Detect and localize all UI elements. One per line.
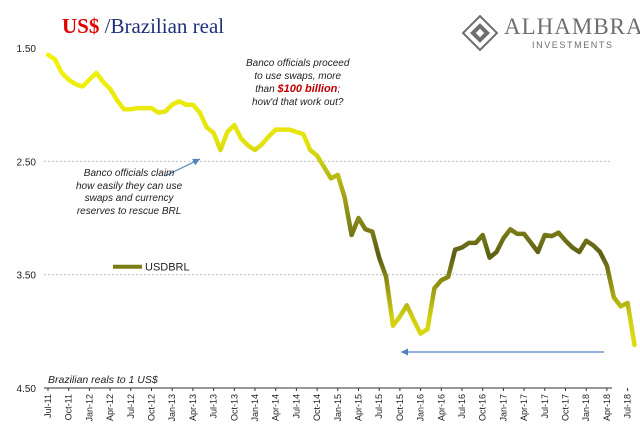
x-tick-label: Oct-11 [64, 394, 74, 420]
x-tick-label: Jan-16 [416, 394, 426, 422]
y-tick-label: 4.50 [17, 384, 37, 395]
y-tick-label: 1.50 [17, 44, 37, 55]
x-tick-label: Apr-18 [602, 394, 612, 421]
x-tick-label: Jul-18 [623, 394, 633, 419]
x-tick-label: Jan-13 [167, 394, 177, 422]
x-tick-label: Jul-11 [43, 394, 53, 418]
annotation-claim-line2: how easily they can use [76, 180, 183, 192]
x-tick-label: Apr-13 [188, 394, 198, 421]
x-tick-label: Apr-15 [354, 394, 364, 421]
level-compare-arrow-head [401, 348, 408, 356]
annotation-claim-line3: swaps and currency [84, 193, 174, 204]
annotation-claim-arrow-head [192, 158, 200, 166]
legend-label: USDBRL [145, 262, 190, 274]
x-tick-label: Apr-16 [436, 394, 446, 421]
x-tick-label: Jul-15 [374, 394, 384, 419]
annotation-claim-line1: Banco officials claim [83, 168, 175, 179]
title-currency: US$ [62, 14, 100, 38]
x-tick-label: Oct-16 [478, 394, 488, 421]
x-tick-label: Jul-13 [209, 394, 219, 419]
x-tick-label: Jan-12 [84, 394, 94, 422]
annotation-swaps: Banco officials proceed to use swaps, mo… [246, 58, 349, 109]
x-tick-label: Jul-17 [540, 394, 550, 419]
annotation-swaps-line1: Banco officials proceed [246, 58, 350, 69]
x-tick-label: Jan-18 [581, 394, 591, 422]
x-tick-label: Oct-13 [229, 394, 239, 421]
annotation-swaps-line4: how'd that work out? [252, 96, 344, 108]
chart-title: US$ /Brazilian real [62, 14, 224, 39]
y-tick-label: 2.50 [17, 157, 37, 168]
x-tick-label: Oct-14 [312, 394, 322, 421]
x-tick-label: Oct-12 [147, 394, 157, 421]
x-tick-label: Jul-16 [457, 394, 467, 419]
x-tick-label: Apr-14 [271, 394, 281, 421]
annotation-claim-line4: reserves to rescue BRL [76, 205, 182, 217]
annotation-claim: Banco officials claim how easily they ca… [76, 168, 182, 218]
x-tick-label: Jul-12 [126, 394, 136, 419]
y-tick-label: 3.50 [17, 271, 37, 282]
x-tick-label: Oct-15 [395, 394, 405, 421]
x-tick-label: Jan-14 [250, 394, 260, 422]
logo-name: ALHAMBRA [504, 14, 640, 39]
x-tick-label: Oct-17 [561, 394, 571, 421]
alhambra-logo: ALHAMBRA INVESTMENTS [452, 12, 640, 52]
annotation-swaps-line2: to use swaps, more [254, 70, 342, 82]
logo-mark-icon [462, 15, 498, 51]
x-tick-label: Apr-17 [519, 394, 529, 421]
series-line-usdbrl [45, 52, 637, 348]
annotation-swaps-highlight: $100 billion [277, 83, 338, 95]
x-tick-label: Jan-15 [333, 394, 343, 422]
logo-subtitle: INVESTMENTS [532, 40, 614, 50]
title-rest: /Brazilian real [99, 14, 225, 38]
annotation-swaps-line3: than $100 billion; [255, 83, 341, 95]
x-tick-label: Jul-14 [291, 394, 301, 419]
x-tick-label: Jan-17 [498, 394, 508, 422]
units-note: Brazilian reals to 1 US$ [48, 374, 158, 386]
x-tick-label: Apr-12 [105, 394, 115, 421]
